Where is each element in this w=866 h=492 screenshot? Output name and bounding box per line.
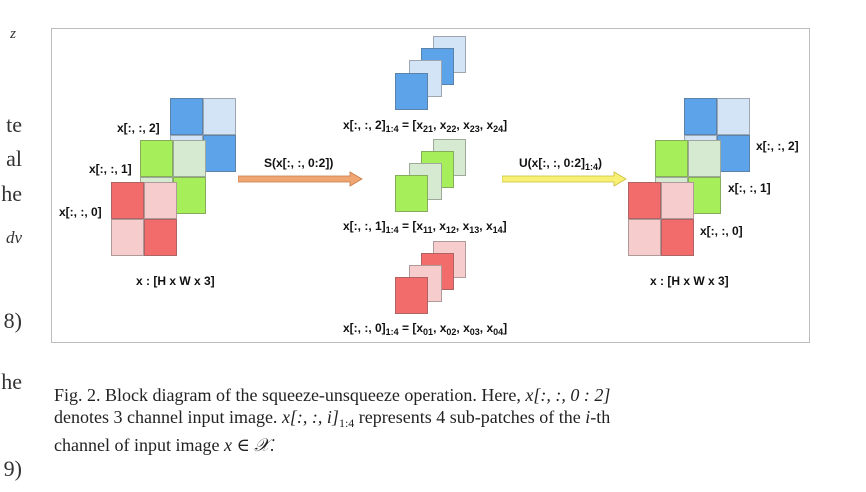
patch-equation-channel-0: x[:, :, 0]1:4 = [x01, x02, x03, x04]	[343, 321, 508, 337]
red-patch	[661, 182, 694, 219]
input-channel-0-label: x[:, :, 0]	[59, 205, 102, 219]
margin-fragment: z	[10, 26, 16, 42]
red-patch	[144, 182, 177, 219]
figure-caption: Fig. 2. Block diagram of the squeeze-uns…	[54, 384, 810, 456]
input-channel-1-label: x[:, :, 1]	[89, 162, 132, 176]
blue-subpatch	[395, 73, 428, 110]
unsqueeze-arrow	[502, 171, 627, 187]
unsqueeze-label: U(x[:, :, 0:2]1:4)	[519, 156, 603, 172]
margin-fragment: al	[6, 146, 22, 171]
red-patch	[628, 182, 661, 219]
caption-line-3: channel of input image x ∈ 𝒳.	[54, 435, 275, 455]
red-patch	[111, 182, 144, 219]
green-subpatch	[395, 175, 428, 212]
blue-patch	[717, 135, 750, 172]
blue-patch	[717, 98, 750, 135]
red-subpatch	[395, 277, 428, 314]
margin-fragment: he	[1, 181, 22, 206]
squeeze-label: S(x[:, :, 0:2])	[264, 156, 334, 170]
output-shape-label: x : [H x W x 3]	[650, 274, 729, 288]
green-patch	[173, 140, 206, 177]
block-diagram-figure: x[:, :, 2] x[:, :, 1] x[:, :, 0] x : [H …	[51, 28, 810, 343]
blue-patch	[684, 98, 717, 135]
margin-fragment: te	[6, 112, 22, 137]
caption-line-1: Fig. 2. Block diagram of the squeeze-uns…	[54, 385, 611, 405]
blue-patch	[203, 98, 236, 135]
blue-patch	[203, 135, 236, 172]
input-channel-2-label: x[:, :, 2]	[117, 121, 160, 135]
output-channel-1-label: x[:, :, 1]	[728, 181, 771, 195]
red-patch	[628, 219, 661, 256]
margin-fragment: 9)	[3, 456, 22, 481]
patch-equation-channel-1: x[:, :, 1]1:4 = [x11, x12, x13, x14]	[343, 219, 507, 235]
green-patch	[688, 140, 721, 177]
margin-fragment: dv	[5, 228, 22, 247]
margin-fragment: 8)	[3, 308, 22, 333]
green-patch	[655, 140, 688, 177]
caption-line-2: denotes 3 channel input image. x[:, :, i…	[54, 407, 611, 430]
squeeze-arrow	[238, 171, 363, 187]
output-channel-0-label: x[:, :, 0]	[700, 224, 743, 238]
green-patch	[173, 177, 206, 214]
output-channel-2-label: x[:, :, 2]	[756, 139, 799, 153]
red-patch	[111, 219, 144, 256]
patch-equation-channel-2: x[:, :, 2]1:4 = [x21, x22, x23, x24]	[343, 118, 508, 134]
margin-fragment: he	[1, 369, 22, 394]
red-patch	[144, 219, 177, 256]
green-patch	[140, 140, 173, 177]
blue-patch	[170, 98, 203, 135]
red-patch	[661, 219, 694, 256]
input-shape-label: x : [H x W x 3]	[136, 274, 215, 288]
